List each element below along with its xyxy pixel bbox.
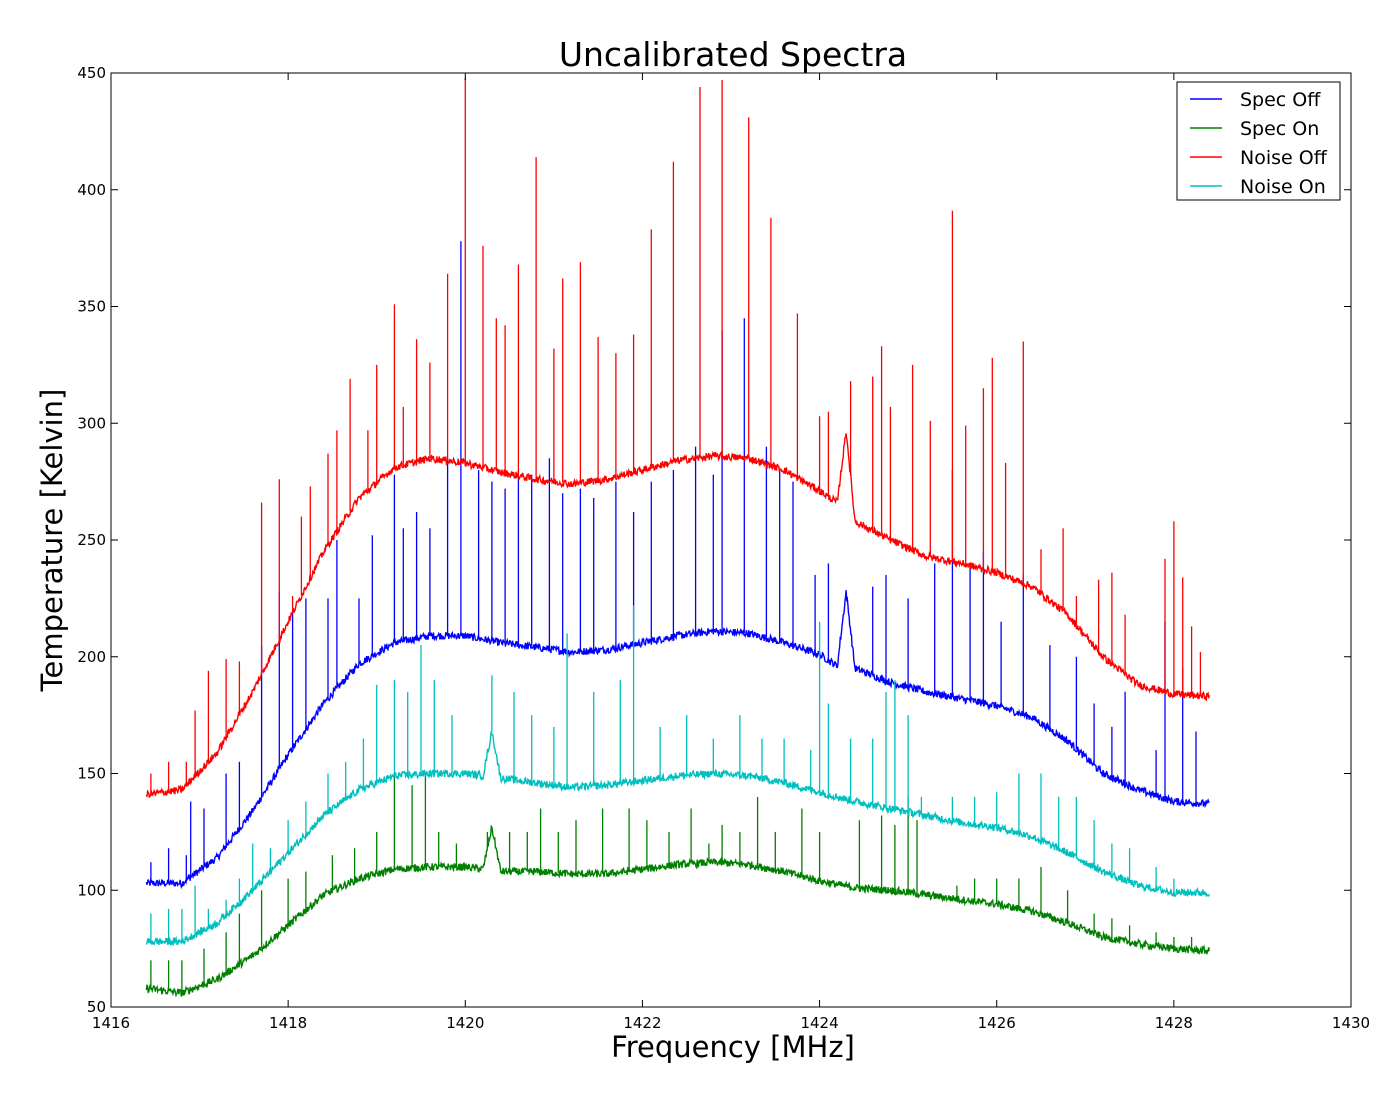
y-tick-label: 350: [77, 298, 106, 316]
y-tick-label: 150: [77, 765, 106, 783]
legend-label-noise-on: Noise On: [1240, 176, 1326, 198]
y-axis-title: Temperature [Kelvin]: [35, 389, 69, 693]
y-tick-label: 200: [77, 648, 106, 666]
y-tick-label: 100: [77, 881, 106, 899]
y-tick-label: 400: [77, 181, 106, 199]
legend-label-spec-off: Spec Off: [1240, 89, 1321, 111]
x-tick-label: 1418: [269, 1014, 307, 1032]
x-tick-label: 1426: [978, 1014, 1016, 1032]
line-spec-off: [145, 590, 1210, 890]
series-noise-on: [145, 605, 1210, 947]
y-tick-label: 450: [77, 64, 106, 82]
y-tick-label: 50: [87, 998, 106, 1016]
axes-layer: 1416 1418 1420 1422 1424 1426 1428 1430 50 100 150…: [77, 64, 1370, 1032]
series-spec-on: [145, 773, 1210, 998]
y-tick-label: 300: [77, 414, 106, 432]
x-axis-title: Frequency [MHz]: [611, 1030, 855, 1064]
x-tick-label: 1424: [800, 1014, 838, 1032]
series-noise-off: [145, 77, 1210, 798]
y-tick-label: 250: [77, 531, 106, 549]
chart-title: Uncalibrated Spectra: [559, 35, 907, 74]
x-tick-label: 1420: [446, 1014, 484, 1032]
line-spec-on: [145, 824, 1210, 998]
line-noise-on: [145, 730, 1210, 947]
x-tick-label: 1422: [623, 1014, 661, 1032]
legend: Spec Off Spec On Noise Off Noise On: [1176, 81, 1341, 201]
series-layer: [145, 77, 1210, 998]
x-tick-label: 1428: [1155, 1014, 1193, 1032]
x-tick-label: 1416: [92, 1014, 130, 1032]
legend-label-spec-on: Spec On: [1240, 118, 1319, 140]
x-tick-label: 1430: [1332, 1014, 1370, 1032]
legend-label-noise-off: Noise Off: [1240, 147, 1328, 169]
line-noise-off: [145, 433, 1210, 798]
legend-box: [1176, 81, 1341, 201]
